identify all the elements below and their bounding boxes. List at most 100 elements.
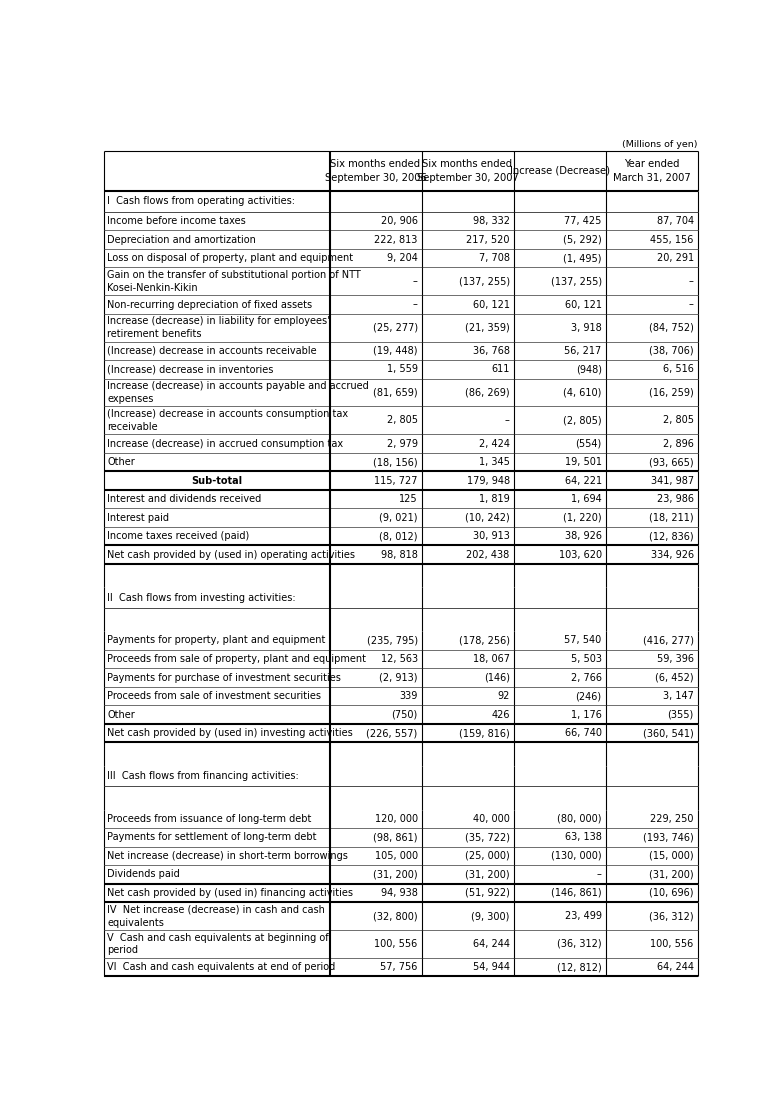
Text: II  Cash flows from investing activities:: II Cash flows from investing activities: — [107, 593, 296, 603]
Text: (84, 752): (84, 752) — [649, 322, 694, 332]
Text: 5, 503: 5, 503 — [571, 654, 601, 664]
Text: Payments for settlement of long-term debt: Payments for settlement of long-term deb… — [107, 832, 317, 842]
Text: 115, 727: 115, 727 — [374, 476, 418, 486]
Text: –: – — [689, 276, 694, 286]
Text: 120, 000: 120, 000 — [375, 814, 418, 824]
Text: Net cash provided by (used in) operating activities: Net cash provided by (used in) operating… — [107, 550, 355, 560]
Text: (31, 200): (31, 200) — [465, 870, 510, 880]
Text: 9, 204: 9, 204 — [387, 253, 418, 263]
Text: (25, 000): (25, 000) — [465, 851, 510, 861]
Text: (32, 800): (32, 800) — [373, 911, 418, 921]
Text: (38, 706): (38, 706) — [649, 346, 694, 355]
Text: (10, 696): (10, 696) — [649, 888, 694, 898]
Text: (1, 220): (1, 220) — [563, 512, 601, 522]
Text: 36, 768: 36, 768 — [472, 346, 510, 355]
Text: Increase (decrease) in accrued consumption tax: Increase (decrease) in accrued consumpti… — [107, 438, 343, 448]
Text: –: – — [597, 870, 601, 880]
Text: IV  Net increase (decrease) in cash and cash
equivalents: IV Net increase (decrease) in cash and c… — [107, 905, 325, 927]
Text: (12, 812): (12, 812) — [557, 962, 601, 973]
Text: 1, 559: 1, 559 — [386, 364, 418, 374]
Text: Increase (decrease) in liability for employees'
retirement benefits: Increase (decrease) in liability for emp… — [107, 316, 330, 339]
Text: 1, 176: 1, 176 — [571, 710, 601, 720]
Text: (146, 861): (146, 861) — [551, 888, 601, 898]
Text: 54, 944: 54, 944 — [472, 962, 510, 973]
Text: (93, 665): (93, 665) — [649, 457, 694, 467]
Text: (2, 913): (2, 913) — [379, 672, 418, 682]
Text: Income taxes received (paid): Income taxes received (paid) — [107, 531, 249, 541]
Text: (Increase) decrease in accounts receivable: (Increase) decrease in accounts receivab… — [107, 346, 317, 355]
Text: (235, 795): (235, 795) — [367, 636, 418, 646]
Text: 20, 291: 20, 291 — [657, 253, 694, 263]
Text: (750): (750) — [392, 710, 418, 720]
Text: Net cash provided by (used in) investing activities: Net cash provided by (used in) investing… — [107, 729, 353, 739]
Text: 2, 896: 2, 896 — [663, 438, 694, 448]
Text: Year ended
March 31, 2007: Year ended March 31, 2007 — [613, 159, 691, 182]
Text: 12, 563: 12, 563 — [381, 654, 418, 664]
Text: 7, 708: 7, 708 — [479, 253, 510, 263]
Text: (355): (355) — [668, 710, 694, 720]
Text: 202, 438: 202, 438 — [466, 550, 510, 560]
Text: (246): (246) — [576, 691, 601, 701]
Text: 64, 221: 64, 221 — [565, 476, 601, 486]
Text: (2, 805): (2, 805) — [563, 415, 601, 425]
Text: (Increase) decrease in accounts consumption tax
receivable: (Increase) decrease in accounts consumpt… — [107, 408, 348, 432]
Text: (31, 200): (31, 200) — [649, 870, 694, 880]
Text: Income before income taxes: Income before income taxes — [107, 216, 246, 226]
Text: Six months ended
September 30, 2006: Six months ended September 30, 2006 — [325, 159, 426, 182]
Text: (4, 610): (4, 610) — [563, 388, 601, 397]
Text: 60, 121: 60, 121 — [565, 299, 601, 309]
Text: Proceeds from issuance of long-term debt: Proceeds from issuance of long-term debt — [107, 814, 311, 824]
Text: (51, 922): (51, 922) — [465, 888, 510, 898]
Text: Interest paid: Interest paid — [107, 512, 169, 522]
Text: (9, 300): (9, 300) — [472, 911, 510, 921]
Text: 2, 424: 2, 424 — [479, 438, 510, 448]
Text: 19, 501: 19, 501 — [565, 457, 601, 467]
Text: Gain on the transfer of substitutional portion of NTT
Kosei-Nenkin-Kikin: Gain on the transfer of substitutional p… — [107, 270, 361, 293]
Text: (15, 000): (15, 000) — [649, 851, 694, 861]
Text: (12, 836): (12, 836) — [649, 531, 694, 541]
Text: (130, 000): (130, 000) — [551, 851, 601, 861]
Text: 30, 913: 30, 913 — [473, 531, 510, 541]
Text: (8, 012): (8, 012) — [379, 531, 418, 541]
Text: 92: 92 — [497, 691, 510, 701]
Text: 229, 250: 229, 250 — [650, 814, 694, 824]
Text: (1, 495): (1, 495) — [563, 253, 601, 263]
Text: 87, 704: 87, 704 — [657, 216, 694, 226]
Text: 59, 396: 59, 396 — [657, 654, 694, 664]
Text: (948): (948) — [576, 364, 601, 374]
Text: (21, 359): (21, 359) — [465, 322, 510, 332]
Text: (137, 255): (137, 255) — [551, 276, 601, 286]
Text: (416, 277): (416, 277) — [643, 636, 694, 646]
Text: –: – — [689, 299, 694, 309]
Text: 2, 766: 2, 766 — [571, 672, 601, 682]
Text: (146): (146) — [484, 672, 510, 682]
Text: 23, 986: 23, 986 — [657, 495, 694, 505]
Text: 57, 540: 57, 540 — [565, 636, 601, 646]
Text: 64, 244: 64, 244 — [657, 962, 694, 973]
Text: 56, 217: 56, 217 — [565, 346, 601, 355]
Text: 38, 926: 38, 926 — [565, 531, 601, 541]
Text: Six months ended
September 30, 2007: Six months ended September 30, 2007 — [417, 159, 518, 182]
Text: 105, 000: 105, 000 — [375, 851, 418, 861]
Text: –: – — [505, 415, 510, 425]
Text: 103, 620: 103, 620 — [558, 550, 601, 560]
Text: Payments for property, plant and equipment: Payments for property, plant and equipme… — [107, 636, 325, 646]
Text: 217, 520: 217, 520 — [466, 235, 510, 245]
Text: Net increase (decrease) in short-term borrowings: Net increase (decrease) in short-term bo… — [107, 851, 348, 861]
Text: 1, 819: 1, 819 — [479, 495, 510, 505]
Text: 611: 611 — [491, 364, 510, 374]
Text: 2, 805: 2, 805 — [386, 415, 418, 425]
Text: Proceeds from sale of property, plant and equipment: Proceeds from sale of property, plant an… — [107, 654, 366, 664]
Text: (31, 200): (31, 200) — [373, 870, 418, 880]
Text: (178, 256): (178, 256) — [459, 636, 510, 646]
Text: 100, 556: 100, 556 — [651, 940, 694, 949]
Text: 341, 987: 341, 987 — [651, 476, 694, 486]
Text: 6, 516: 6, 516 — [663, 364, 694, 374]
Text: (18, 156): (18, 156) — [373, 457, 418, 467]
Text: Interest and dividends received: Interest and dividends received — [107, 495, 261, 505]
Text: 18, 067: 18, 067 — [472, 654, 510, 664]
Text: (19, 448): (19, 448) — [373, 346, 418, 355]
Text: 455, 156: 455, 156 — [651, 235, 694, 245]
Text: 334, 926: 334, 926 — [651, 550, 694, 560]
Text: (193, 746): (193, 746) — [643, 832, 694, 842]
